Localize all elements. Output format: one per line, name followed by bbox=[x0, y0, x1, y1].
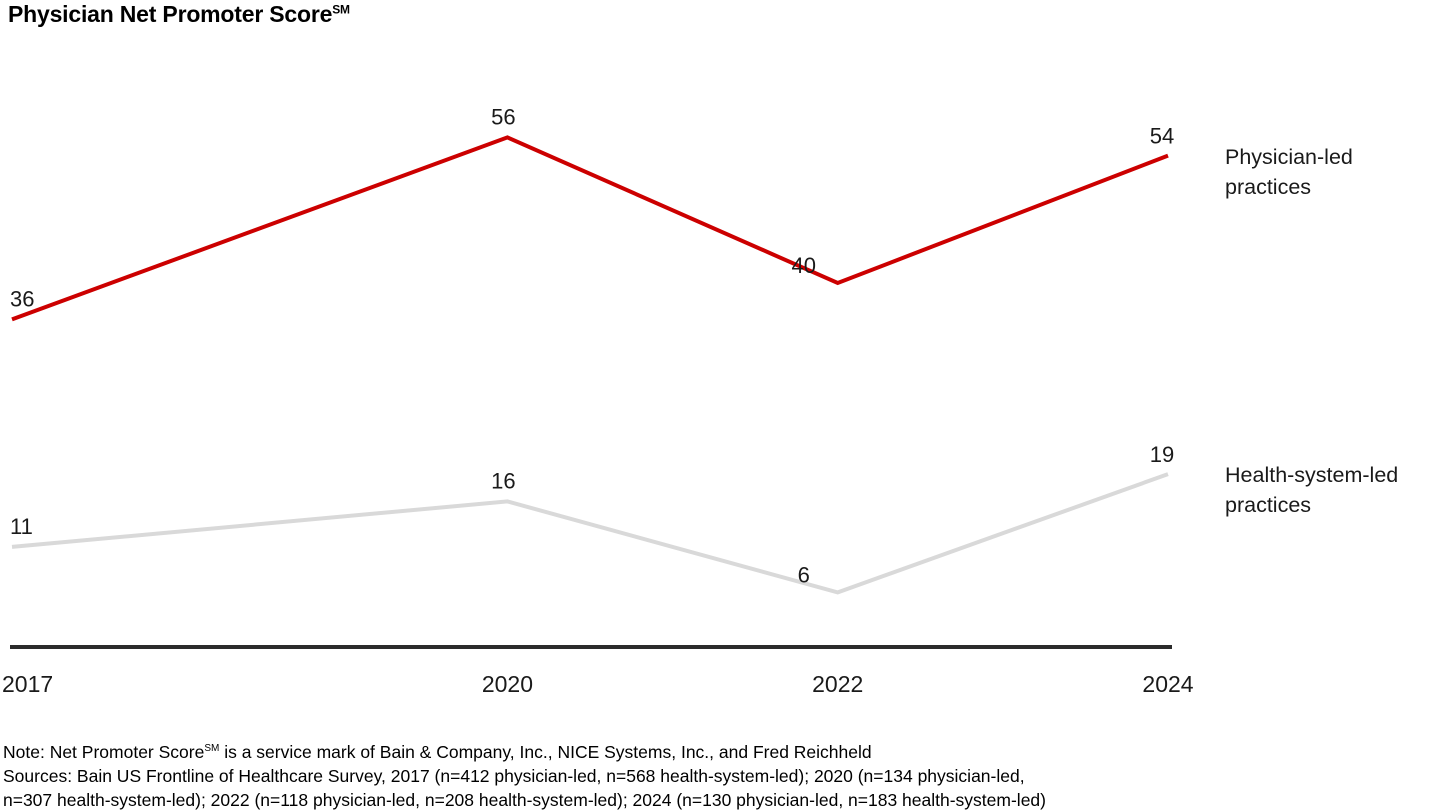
data-label: 16 bbox=[491, 468, 515, 493]
data-label: 11 bbox=[10, 514, 33, 539]
footnote-trademark: SM bbox=[204, 743, 220, 755]
footnote-sources-line: n=307 health-system-led); 2022 (n=118 ph… bbox=[3, 790, 1046, 810]
footnote-note-prefix: Note: Net Promoter Score bbox=[3, 742, 205, 762]
footnote-note-suffix: is a service mark of Bain & Company, Inc… bbox=[219, 742, 872, 762]
footnote-sources-line: Sources: Bain US Frontline of Healthcare… bbox=[3, 766, 1025, 786]
x-tick-label: 2017 bbox=[2, 671, 53, 697]
footnote-note-line: Note: Net Promoter ScoreSM is a service … bbox=[3, 740, 1333, 764]
data-label: 40 bbox=[791, 253, 815, 278]
chart-title-trademark: SM bbox=[332, 2, 350, 17]
data-label: 19 bbox=[1150, 442, 1174, 467]
series-line-physician-led bbox=[11, 135, 1169, 322]
data-label: 56 bbox=[491, 104, 515, 129]
series-label-line: practices bbox=[1225, 493, 1312, 518]
series-label-health-system-led: Health-system-led practices bbox=[1225, 460, 1440, 520]
chart-title-text: Physician Net Promoter Score bbox=[8, 1, 333, 27]
series-label-line: practices bbox=[1225, 174, 1312, 199]
series-label-line: Health-system-led bbox=[1225, 463, 1399, 488]
data-label: 36 bbox=[10, 286, 34, 311]
chart-title: Physician Net Promoter ScoreSM bbox=[8, 0, 350, 28]
x-tick-label: 2024 bbox=[1142, 671, 1193, 697]
x-tick-label: 2020 bbox=[482, 671, 533, 697]
series-label-line: Physician-led bbox=[1225, 144, 1353, 169]
data-label: 6 bbox=[798, 562, 810, 587]
footnote: Note: Net Promoter ScoreSM is a service … bbox=[3, 740, 1333, 810]
series-line-health-system-led bbox=[11, 472, 1169, 595]
x-tick-label: 2022 bbox=[812, 671, 863, 697]
series-label-physician-led: Physician-led practices bbox=[1225, 142, 1440, 202]
data-label: 54 bbox=[1150, 124, 1174, 149]
